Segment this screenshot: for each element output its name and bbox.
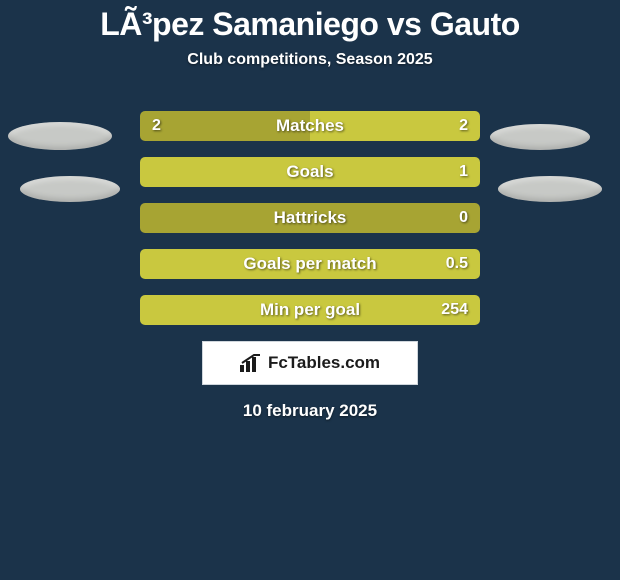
bar-right: [140, 295, 480, 325]
source-logo-text: FcTables.com: [268, 353, 380, 373]
stat-row: Goals per match 0.5: [0, 249, 620, 279]
stats-panel: 2 Matches 2 Goals 1 Hattricks 0: [0, 111, 620, 421]
bar-right: [310, 111, 480, 141]
bar-right: [140, 157, 480, 187]
bar-right: [140, 249, 480, 279]
stat-row: Min per goal 254: [0, 295, 620, 325]
stat-row: 2 Matches 2: [0, 111, 620, 141]
stat-row: Hattricks 0: [0, 203, 620, 233]
stat-row: Goals 1: [0, 157, 620, 187]
stat-bar: [140, 295, 480, 325]
stat-bar: [140, 203, 480, 233]
bar-chart-icon: [240, 354, 262, 372]
bar-left: [140, 203, 480, 233]
stat-bar: [140, 111, 480, 141]
stat-bar: [140, 157, 480, 187]
source-logo: FcTables.com: [240, 353, 380, 373]
bar-left: [140, 111, 310, 141]
page-title: LÃ³pez Samaniego vs Gauto: [0, 0, 620, 43]
subtitle: Club competitions, Season 2025: [0, 51, 620, 69]
footer-date: 10 february 2025: [0, 401, 620, 421]
source-logo-box: FcTables.com: [202, 341, 418, 385]
stat-bar: [140, 249, 480, 279]
